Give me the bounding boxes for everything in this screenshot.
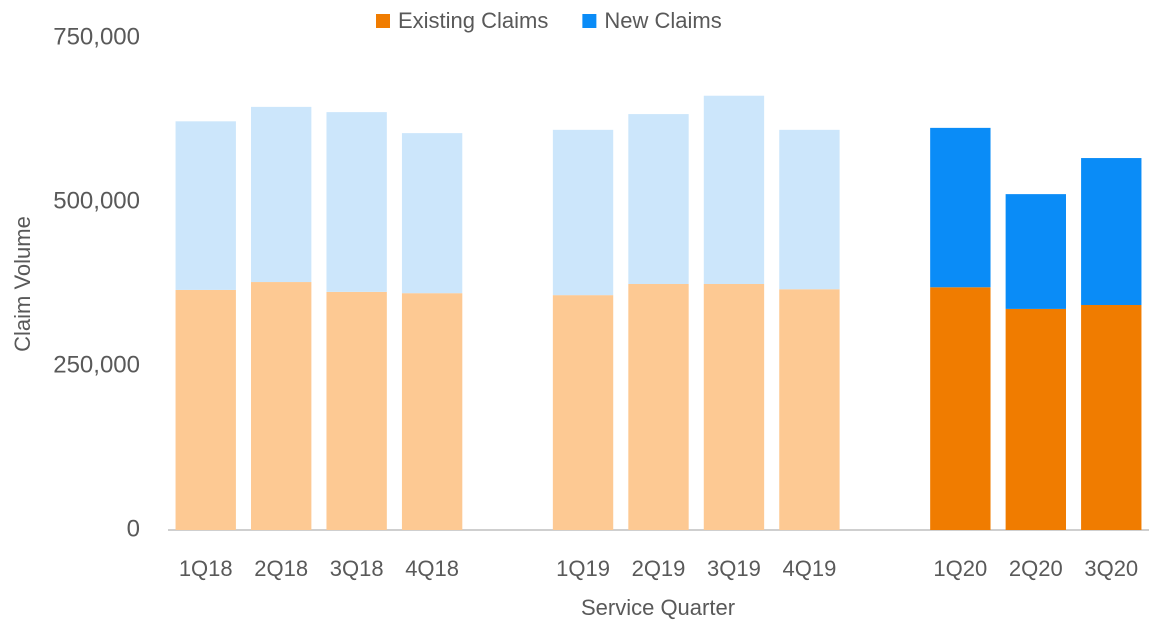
y-tick-label: 750,000: [53, 23, 140, 50]
x-tick-label: 3Q18: [330, 556, 384, 581]
y-tick-label: 250,000: [53, 351, 140, 378]
bar-segment: [930, 287, 991, 530]
bar-segment: [552, 295, 614, 530]
bar-segment: [628, 114, 689, 284]
y-tick-label: 500,000: [53, 187, 140, 214]
x-tick-label: 4Q18: [405, 556, 459, 581]
bar-segment: [779, 129, 840, 290]
x-tick-label: 1Q19: [556, 556, 610, 581]
y-axis-label: Claim Volume: [10, 216, 35, 352]
x-tick-label: 4Q19: [783, 556, 837, 581]
legend-swatch: [582, 14, 597, 28]
x-tick-label: 3Q19: [707, 556, 761, 581]
bar-segment: [703, 284, 765, 530]
bar-segment: [401, 133, 463, 294]
legend-label: New Claims: [604, 8, 721, 33]
x-tick-label: 2Q20: [1009, 556, 1063, 581]
bar-segment: [779, 289, 840, 530]
x-tick-label: 2Q18: [254, 556, 308, 581]
bar-segment: [1081, 158, 1142, 305]
bar-segment: [703, 95, 765, 284]
bar-segment: [326, 291, 387, 530]
bar-segment: [628, 284, 689, 530]
bar-segment: [1005, 308, 1066, 530]
bar-segment: [326, 112, 387, 292]
legend-label: Existing Claims: [398, 8, 548, 33]
x-axis-label: Service Quarter: [581, 595, 735, 620]
x-tick-label: 2Q19: [632, 556, 686, 581]
bar-segment: [1081, 304, 1142, 530]
bar-segment: [1005, 194, 1066, 309]
bar-segment: [251, 106, 312, 283]
x-tick-label: 1Q20: [933, 556, 987, 581]
bar-segment: [175, 121, 236, 290]
bar-segment: [175, 289, 236, 530]
y-tick-label: 0: [127, 515, 140, 542]
x-tick-label: 3Q20: [1084, 556, 1138, 581]
bar-segment: [930, 127, 991, 288]
bar-segment: [251, 282, 312, 530]
bar-segment: [552, 129, 614, 296]
bar-segment: [401, 293, 463, 530]
legend-swatch: [376, 14, 390, 28]
x-tick-label: 1Q18: [179, 556, 233, 581]
